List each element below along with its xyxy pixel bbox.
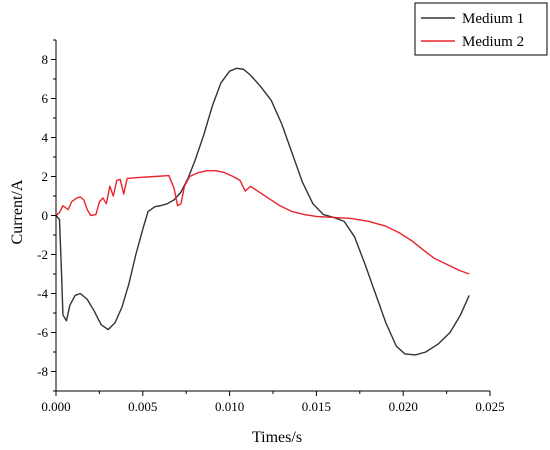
- x-tick-label: 0.025: [475, 399, 504, 414]
- y-tick-label: -8: [37, 364, 48, 379]
- y-axis-title: Current/A: [9, 179, 26, 244]
- x-tick-label: 0.010: [215, 399, 244, 414]
- plot-series: [55, 67, 470, 356]
- x-tick-label: 0.000: [41, 399, 70, 414]
- y-tick-label: -4: [37, 286, 48, 301]
- y-tick-label: -2: [37, 247, 48, 262]
- x-tick-label: 0.015: [302, 399, 331, 414]
- x-tick-label: 0.020: [389, 399, 418, 414]
- y-tick-label: 0: [42, 208, 49, 223]
- axes: 0.000 0.005 0.010 0.015 0.020 0.025 -8 -6 -4 -2 0 2…: [37, 39, 505, 414]
- y-tick-label: 4: [42, 130, 49, 145]
- y-tick-label: 8: [42, 52, 49, 67]
- legend-box: [414, 2, 548, 56]
- x-tick-label: 0.005: [128, 399, 157, 414]
- legend-label-2: Medium 2: [462, 34, 524, 50]
- legend: Medium 1 Medium 2: [414, 2, 548, 56]
- series-line-1: [55, 67, 470, 356]
- y-tick-label: -6: [37, 325, 48, 340]
- series-line-2: [55, 169, 470, 275]
- y-tick-label: 2: [42, 169, 49, 184]
- x-axis-title: Times/s: [252, 429, 302, 446]
- y-tick-label: 6: [42, 91, 49, 106]
- legend-label-1: Medium 1: [462, 11, 524, 27]
